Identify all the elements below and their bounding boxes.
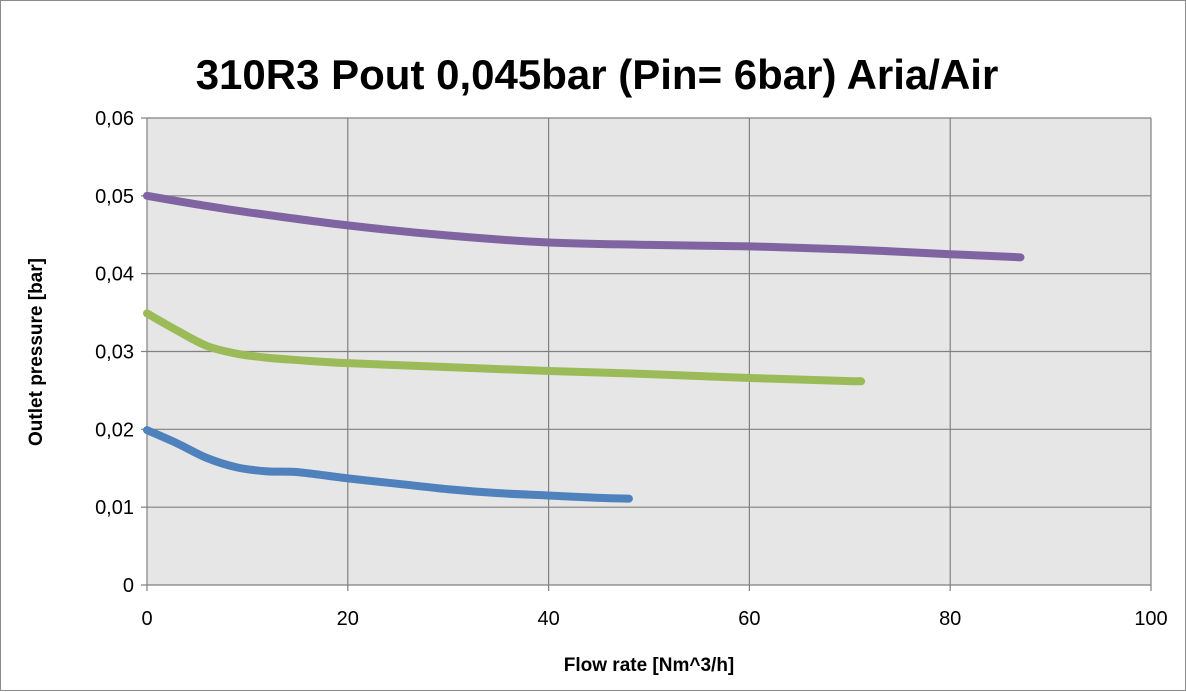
y-tick-label: 0,06 — [95, 108, 134, 130]
tick-labels: 0 20 40 60 80 100 0 0,01 0,02 0,03 0,04 0,05 0,06 — [95, 108, 1168, 630]
y-axis-title: Outlet pressure [bar] — [26, 258, 47, 446]
grid-lines — [141, 117, 1152, 591]
y-tick-label: 0,05 — [95, 186, 134, 208]
x-tick-label: 80 — [939, 608, 961, 630]
y-tick-label: 0,03 — [95, 342, 134, 364]
y-tick-label: 0,02 — [95, 419, 134, 441]
y-tick-label: 0 — [123, 575, 134, 597]
x-tick-label: 20 — [337, 608, 359, 630]
chart-title: 310R3 Pout 0,045bar (Pin= 6bar) Aria/Air — [196, 51, 999, 98]
x-axis-title: Flow rate [Nm^3/h] — [564, 655, 735, 676]
series-group — [143, 191, 1025, 503]
series-line-1 — [143, 426, 633, 503]
x-tick-label: 0 — [141, 608, 152, 630]
series-line-2 — [143, 309, 866, 386]
x-tick-label: 100 — [1134, 608, 1167, 630]
x-tick-label: 40 — [537, 608, 559, 630]
series-line-3 — [143, 191, 1025, 262]
y-tick-label: 0,01 — [95, 497, 134, 519]
x-tick-label: 60 — [738, 608, 760, 630]
y-tick-label: 0,04 — [95, 264, 134, 286]
